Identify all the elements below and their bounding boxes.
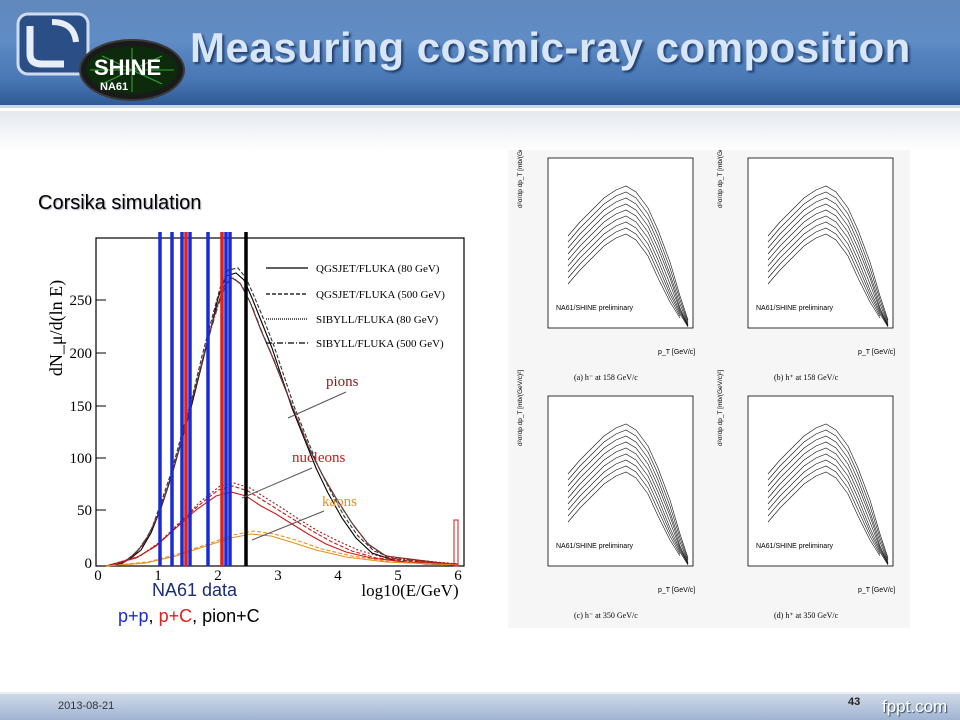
y-tick-label: 100 <box>70 451 93 467</box>
slide-title: Measuring cosmic-ray composition <box>190 24 911 71</box>
panel-x-label: p_T [GeV/c] <box>858 349 895 356</box>
panel-caption: (d) h⁺ at 350 GeV/c <box>774 611 839 620</box>
footer-bar <box>0 692 960 720</box>
panel-watermark: NA61/SHINE preliminary <box>756 543 834 550</box>
header-fade <box>0 111 960 151</box>
panel-x-label: p_T [GeV/c] <box>658 349 695 356</box>
legend-entry: QGSJET/FLUKA (500 GeV) <box>316 289 445 301</box>
y-tick-label: 50 <box>77 503 92 519</box>
pions-annotation: pions <box>326 374 359 390</box>
nucleons-annotation: nucleons <box>292 450 345 466</box>
shine-logo: SHINE NA61 <box>12 8 187 103</box>
panel-y-label: d²σ/dp dp_T [mb/(GeV/c)²] <box>717 150 724 208</box>
legend-pc: p+C <box>159 606 193 626</box>
high-energy-spike <box>453 519 459 567</box>
x-tick-label: 1 <box>154 568 162 584</box>
panel-y-label: d²σ/dp dp_T [mb/(GeV/c)²] <box>717 370 724 446</box>
panel-x-label: p_T [GeV/c] <box>658 587 695 594</box>
x-tick-label: 0 <box>94 568 102 584</box>
y-tick-label: 200 <box>70 346 93 362</box>
legend-entry: QGSJET/FLUKA (80 GeV) <box>316 263 440 275</box>
legend-separator: , <box>192 606 202 626</box>
panel-x-label: p_T [GeV/c] <box>858 587 895 594</box>
x-tick-label: 3 <box>274 568 282 584</box>
logo-text: SHINE <box>94 55 161 80</box>
na61-data-legend: p+p, p+C, pion+C <box>118 606 260 626</box>
legend-entry: SIBYLL/FLUKA (80 GeV) <box>316 314 439 326</box>
spectra-panel-c: NA61/SHINE preliminary d²σ/dp dp_T [mb/(… <box>517 370 695 620</box>
panel-caption: (a) h⁻ at 158 GeV/c <box>574 373 638 382</box>
y-tick-label: 250 <box>70 293 93 309</box>
na61-data-lines <box>158 232 248 566</box>
na61-data-caption: NA61 data <box>152 580 238 600</box>
na61-spectra-figure: NA61/SHINE preliminary d²σ/dp dp_T [mb/(… <box>508 132 910 628</box>
legend-pionc: pion+C <box>202 606 260 626</box>
logo-subtext: NA61 <box>100 81 128 93</box>
nucleon-histograms <box>105 482 459 567</box>
footer-brand: fppt.com <box>882 697 948 716</box>
y-tick-label: 150 <box>70 399 93 415</box>
x-axis-label: log10(E/GeV) <box>361 581 458 600</box>
x-tick-label: 2 <box>214 568 222 584</box>
corsika-plot: 250 200 150 100 50 0 0 1 2 3 4 5 6 dN_μ/… <box>26 228 496 628</box>
kaons-annotation: kaons <box>322 494 357 510</box>
legend-pp: p+p <box>118 606 149 626</box>
panel-watermark: NA61/SHINE preliminary <box>556 543 634 550</box>
panel-caption: (c) h⁻ at 350 GeV/c <box>574 611 638 620</box>
spectra-panel-b: NA61/SHINE preliminary d²σ/dp dp_T [mb/(… <box>717 132 895 382</box>
panel-y-label: d²σ/dp dp_T [mb/(GeV/c)²] <box>517 150 524 208</box>
x-tick-label: 6 <box>454 568 462 584</box>
spectra-panel-a: NA61/SHINE preliminary d²σ/dp dp_T [mb/(… <box>517 132 695 382</box>
spectra-panel-d: NA61/SHINE preliminary d²σ/dp dp_T [mb/(… <box>717 370 895 620</box>
x-tick-label: 5 <box>394 568 402 584</box>
legend-entry: SIBYLL/FLUKA (500 GeV) <box>316 338 444 350</box>
pion-histograms <box>105 267 459 567</box>
panel-y-label: d²σ/dp dp_T [mb/(GeV/c)²] <box>517 370 524 446</box>
y-tick-label: 0 <box>85 556 93 572</box>
y-axis-label: dN_μ/d(ln E) <box>46 280 67 376</box>
footer-date: 2013-08-21 <box>58 700 115 712</box>
x-tick-label: 4 <box>334 568 342 584</box>
legend: QGSJET/FLUKA (80 GeV) QGSJET/FLUKA (500 … <box>266 263 445 350</box>
panel-watermark: NA61/SHINE preliminary <box>556 305 634 312</box>
corsika-label: Corsika simulation <box>38 192 202 214</box>
panel-caption: (b) h⁺ at 158 GeV/c <box>774 373 839 382</box>
legend-separator: , <box>149 606 159 626</box>
panel-watermark: NA61/SHINE preliminary <box>756 305 834 312</box>
page-number: 43 <box>848 696 861 708</box>
